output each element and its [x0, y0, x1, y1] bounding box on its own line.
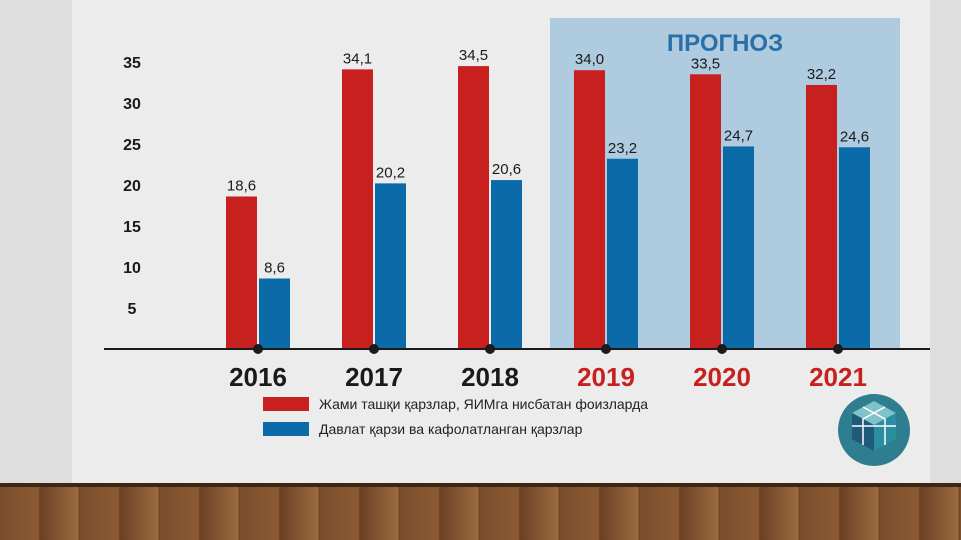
legend-label-state-debt: Давлат қарзи ва кафолатланган қарзлар — [319, 421, 583, 437]
wooden-floor — [0, 483, 961, 540]
bar-external-debt — [690, 74, 721, 350]
y-tick-label: 20 — [123, 178, 141, 195]
data-label: 34,0 — [575, 51, 604, 68]
y-tick-label: 5 — [128, 301, 137, 318]
axis-dot — [833, 344, 843, 354]
x-tick-label: 2017 — [345, 362, 403, 392]
x-tick-label: 2021 — [809, 362, 867, 392]
legend-swatch-external-debt — [263, 397, 309, 411]
legend-swatch-state-debt — [263, 422, 309, 436]
y-tick-label: 30 — [123, 96, 141, 113]
data-label: 32,2 — [807, 66, 836, 83]
x-tick-label: 2019 — [577, 362, 635, 392]
wall-background-left — [0, 0, 72, 483]
legend-label-external-debt: Жами ташқи қарзлар, ЯИМга нисбатан фоизл… — [319, 396, 649, 412]
y-tick-label: 15 — [123, 219, 141, 236]
data-label: 24,6 — [840, 128, 869, 145]
x-tick-label: 2016 — [229, 362, 287, 392]
bar-state-debt — [375, 183, 406, 349]
wall-background-right — [930, 0, 961, 483]
x-tick-label: 2018 — [461, 362, 519, 392]
y-tick-label: 35 — [123, 55, 141, 72]
axis-dot — [253, 344, 263, 354]
forecast-label: ПРОГНОЗ — [667, 30, 783, 57]
x-tick-label: 2020 — [693, 362, 751, 392]
bar-external-debt — [458, 66, 489, 349]
axis-dot — [717, 344, 727, 354]
y-tick-label: 25 — [123, 137, 141, 154]
bar-external-debt — [806, 84, 837, 350]
data-label: 34,1 — [343, 50, 372, 67]
bar-state-debt — [723, 146, 754, 349]
bar-state-debt — [839, 147, 870, 349]
data-label: 34,5 — [459, 47, 488, 64]
bar-chart: ПРОГНОЗ 5 10 15 20 25 30 35 18,6 8,6 34,1 20,2 34,5 2… — [104, 18, 930, 392]
y-tick-label: 10 — [123, 260, 141, 277]
data-label: 18,6 — [227, 177, 256, 194]
data-label: 24,7 — [724, 127, 753, 144]
data-label: 20,2 — [376, 164, 405, 181]
axis-dot — [485, 344, 495, 354]
data-label: 8,6 — [264, 259, 285, 276]
data-label: 33,5 — [691, 55, 720, 72]
axis-dot — [369, 344, 379, 354]
bar-external-debt — [342, 69, 373, 349]
bar-external-debt — [226, 196, 257, 349]
data-label: 20,6 — [492, 161, 521, 178]
bar-state-debt — [259, 278, 290, 349]
legend-item-external-debt: Жами ташқи қарзлар, ЯИМга нисбатан фоизл… — [263, 394, 648, 414]
data-label: 23,2 — [608, 140, 637, 157]
cube-logo-icon — [838, 394, 910, 466]
legend-item-state-debt: Давлат қарзи ва кафолатланган қарзлар — [263, 419, 582, 439]
axis-dot — [601, 344, 611, 354]
bar-state-debt — [491, 180, 522, 349]
bar-external-debt — [574, 70, 605, 349]
bar-state-debt — [607, 158, 638, 349]
